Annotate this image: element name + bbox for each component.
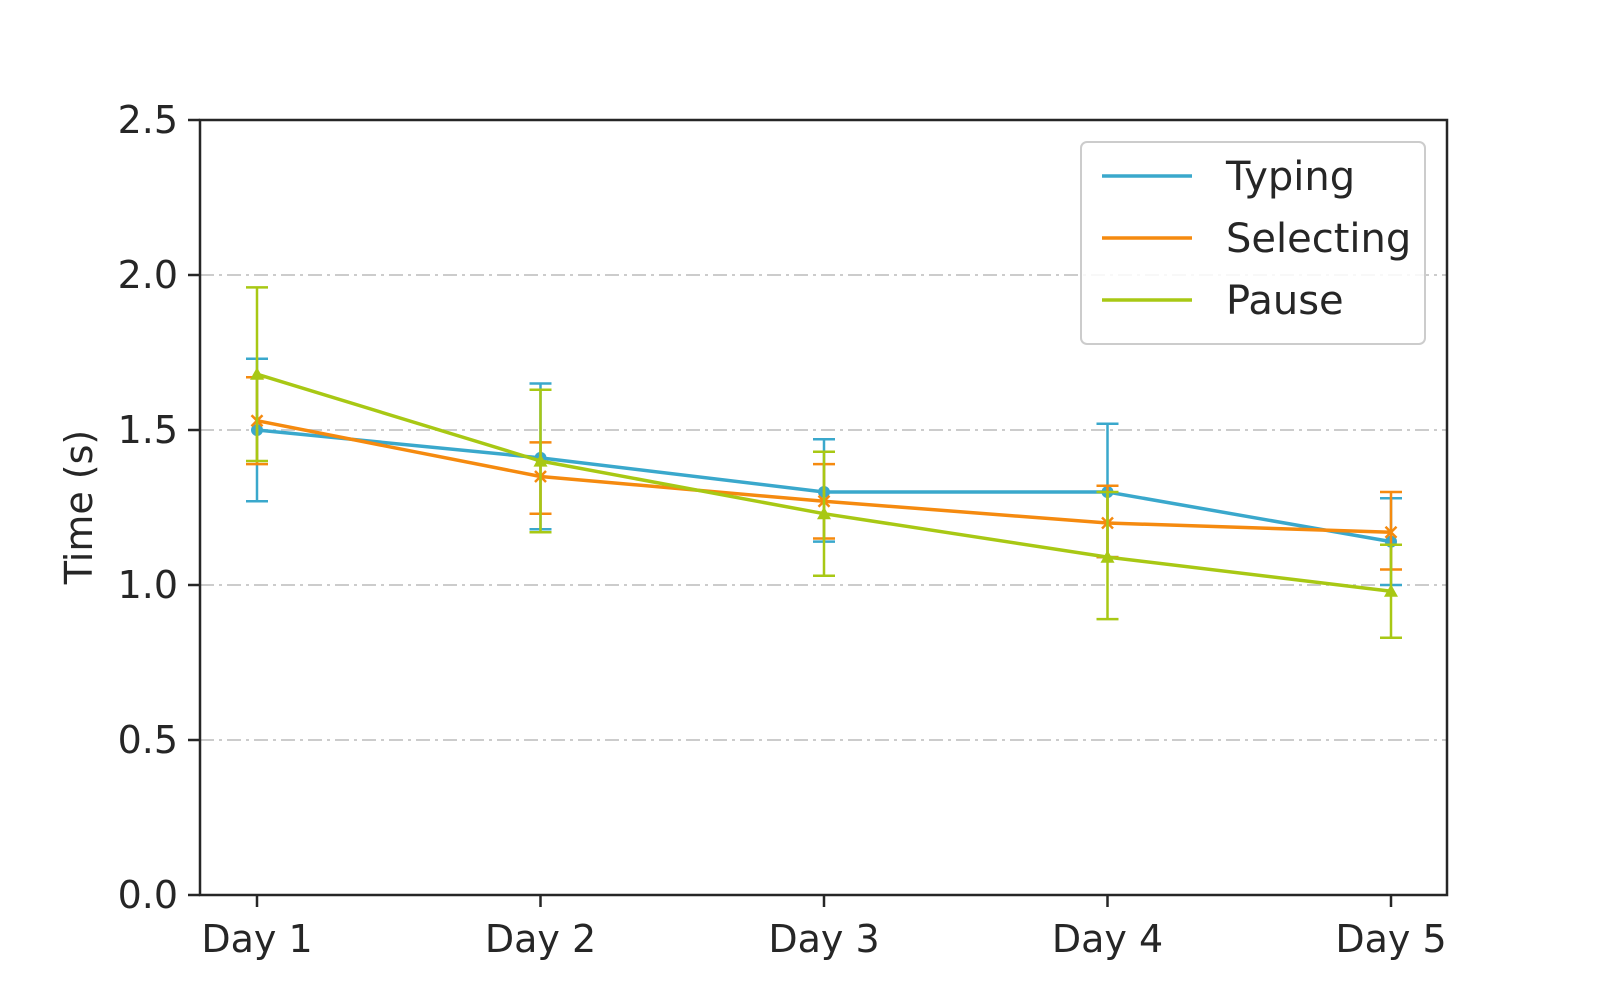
series-pause bbox=[246, 286, 1402, 639]
legend-item-selecting: Selecting bbox=[1102, 216, 1411, 262]
y-axis-label: Time (s) bbox=[57, 430, 101, 586]
y-tick-label: 0.0 bbox=[118, 873, 178, 917]
legend-label-typing: Typing bbox=[1225, 154, 1355, 200]
series-layer bbox=[246, 286, 1402, 639]
point-selecting-stroke bbox=[1384, 525, 1398, 539]
legend-item-typing: Typing bbox=[1102, 154, 1355, 200]
x-tick-label: Day 1 bbox=[201, 917, 312, 961]
legend-box bbox=[1080, 141, 1426, 345]
point-pause bbox=[817, 506, 831, 520]
legend: Typing Selecting Pause bbox=[1080, 141, 1426, 345]
point-pause bbox=[1384, 584, 1398, 597]
axis-layer: 0.0 0.5 1.0 1.5 2.0 2.5 Day 1 Day 2 Day 3 Day 4 Da… bbox=[118, 98, 1447, 961]
legend-item-pause: Pause bbox=[1102, 278, 1344, 324]
point-pause bbox=[250, 367, 264, 380]
point-pause bbox=[1100, 550, 1115, 563]
y-tick-label: 2.0 bbox=[118, 253, 178, 297]
point-selecting bbox=[1384, 525, 1398, 539]
x-tick-label: Day 3 bbox=[768, 917, 879, 961]
y-tick-label: 1.0 bbox=[118, 563, 178, 607]
x-tick-label: Day 2 bbox=[485, 917, 596, 961]
x-tick-label: Day 4 bbox=[1052, 917, 1163, 961]
y-tick-label: 1.5 bbox=[118, 408, 178, 452]
y-tick-label: 2.5 bbox=[118, 98, 178, 142]
legend-label-pause: Pause bbox=[1226, 278, 1344, 324]
y-tick-label: 0.5 bbox=[118, 718, 178, 762]
point-pause bbox=[533, 454, 548, 467]
x-tick-label: Day 5 bbox=[1335, 917, 1446, 961]
legend-label-selecting: Selecting bbox=[1226, 216, 1411, 262]
